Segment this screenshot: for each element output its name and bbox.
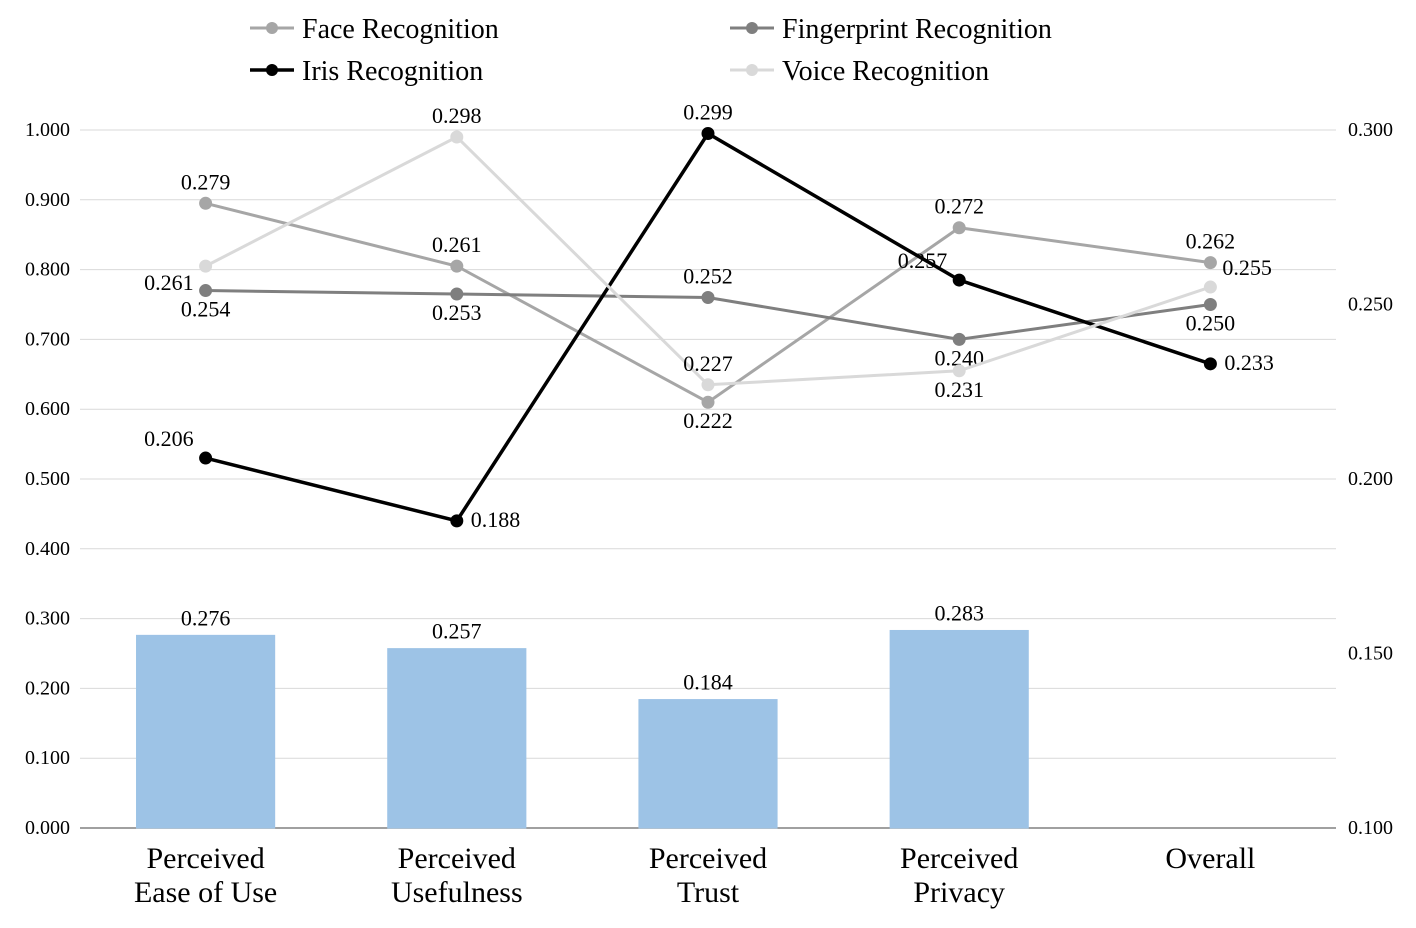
series-value-label: 0.188 [471, 507, 521, 532]
category-label: Usefulness [391, 876, 523, 909]
series-value-label: 0.262 [1186, 229, 1236, 254]
series-marker [702, 292, 714, 304]
series-marker [200, 285, 212, 297]
series-value-label: 0.233 [1224, 350, 1274, 375]
left-axis-tick: 0.000 [25, 817, 70, 839]
series-marker [200, 197, 212, 209]
bar-value-label: 0.276 [181, 605, 231, 630]
series-value-label: 0.206 [144, 426, 194, 451]
category-label: Perceived [146, 842, 264, 875]
category-label: Overall [1165, 842, 1255, 875]
legend-label: Face Recognition [302, 14, 499, 45]
series-marker [953, 274, 965, 286]
right-axis-tick: 0.150 [1348, 643, 1393, 665]
bar [639, 700, 777, 828]
legend-label: Iris Recognition [302, 56, 483, 87]
left-axis-tick: 0.600 [25, 398, 70, 420]
series-value-label: 0.250 [1186, 311, 1236, 336]
series-value-label: 0.298 [432, 103, 482, 128]
series-value-label: 0.279 [181, 169, 231, 194]
series-value-label: 0.261 [144, 270, 194, 295]
series-marker [953, 333, 965, 345]
series-value-label: 0.255 [1222, 255, 1272, 280]
biometrics-perception-chart: 0.000 0.100 0.200 0.300 0.400 0.500 0.600 0.700… [0, 0, 1416, 928]
right-axis-tick: 0.300 [1348, 119, 1393, 141]
category-label: Perceived [398, 842, 516, 875]
chart-svg: 0.000 0.100 0.200 0.300 0.400 0.500 0.600 0.700… [0, 0, 1416, 928]
right-axis-tick: 0.200 [1348, 468, 1393, 490]
bar [388, 649, 526, 828]
right-axis-tick: 0.250 [1348, 294, 1393, 316]
series-marker [200, 452, 212, 464]
series-marker [451, 288, 463, 300]
left-axis-tick: 1.000 [25, 119, 70, 141]
left-axis-tick: 0.500 [25, 468, 70, 490]
right-axis-tick: 0.100 [1348, 817, 1393, 839]
series-value-label: 0.257 [898, 248, 948, 273]
series-marker [953, 222, 965, 234]
left-axis-tick: 0.400 [25, 538, 70, 560]
left-axis-tick: 0.900 [25, 189, 70, 211]
left-axis-tick: 0.700 [25, 328, 70, 350]
series-marker [200, 260, 212, 272]
left-axis-tick: 0.200 [25, 677, 70, 699]
category-label: Perceived [649, 842, 767, 875]
series-marker [1204, 299, 1216, 311]
series-marker [1204, 257, 1216, 269]
series-marker [702, 127, 714, 139]
series-marker [702, 396, 714, 408]
left-axis-tick: 0.800 [25, 259, 70, 281]
legend-label: Voice Recognition [782, 56, 989, 87]
series-marker [1204, 281, 1216, 293]
series-marker [1204, 358, 1216, 370]
series-marker [451, 260, 463, 272]
bar [137, 635, 275, 828]
left-axis-tick: 0.300 [25, 608, 70, 630]
series-value-label: 0.261 [432, 232, 482, 257]
bar-value-label: 0.283 [934, 600, 984, 625]
series-value-label: 0.254 [181, 297, 231, 322]
bar [890, 630, 1028, 828]
series-value-label: 0.253 [432, 300, 482, 325]
category-label: Ease of Use [134, 876, 277, 909]
series-value-label: 0.299 [683, 99, 733, 124]
series-value-label: 0.227 [683, 351, 733, 376]
series-marker [451, 131, 463, 143]
category-label: Privacy [913, 876, 1005, 909]
category-label: Trust [677, 876, 740, 909]
bar-value-label: 0.184 [683, 670, 733, 695]
bar-value-label: 0.257 [432, 619, 482, 644]
category-label: Perceived [900, 842, 1018, 875]
series-value-label: 0.231 [934, 377, 984, 402]
left-axis-tick: 0.100 [25, 747, 70, 769]
series-value-label: 0.252 [683, 264, 733, 289]
series-marker [953, 365, 965, 377]
series-marker [702, 379, 714, 391]
series-value-label: 0.272 [934, 194, 984, 219]
series-marker [451, 515, 463, 527]
legend-label: Fingerprint Recognition [782, 14, 1052, 45]
series-value-label: 0.222 [683, 408, 733, 433]
